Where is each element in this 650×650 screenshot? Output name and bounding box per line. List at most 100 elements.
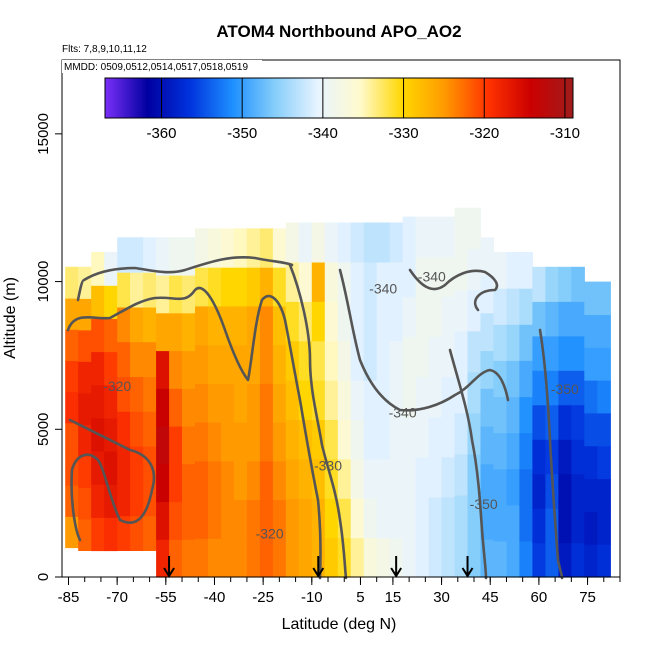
heatmap-cell (337, 380, 352, 420)
heatmap-cell (584, 445, 598, 480)
heatmap-cell (584, 544, 598, 578)
heatmap-cell (363, 419, 378, 460)
heatmap-cell (363, 458, 378, 499)
x-tick-label: -70 (106, 589, 128, 606)
heatmap-cell (428, 537, 443, 578)
heatmap-cell (493, 432, 508, 470)
heatmap-cell (441, 376, 456, 418)
heatmap-cell (428, 376, 443, 418)
heatmap-cell (428, 456, 443, 498)
heatmap-cell (104, 517, 118, 552)
heatmap-cell (467, 289, 482, 332)
heatmap-cell (519, 468, 533, 506)
heatmap-cell (324, 222, 339, 263)
heatmap-cell (506, 540, 521, 578)
heatmap-cell (402, 336, 417, 378)
heatmap-cell (558, 439, 572, 475)
heatmap-cell (376, 498, 391, 539)
contour-label: -320 (256, 526, 284, 542)
y-axis-label: Altitude (m) (2, 277, 19, 359)
heatmap-cell (376, 222, 391, 263)
profile-markers (163, 556, 474, 578)
heatmap-cell (78, 298, 92, 331)
heatmap-cell (91, 384, 105, 419)
heatmap-cell (389, 498, 404, 539)
heatmap-cell (298, 261, 313, 302)
heatmap-cell (285, 458, 300, 499)
heatmap-cell (208, 538, 222, 578)
heatmap-cell (493, 468, 508, 506)
heatmap-cell (441, 336, 456, 378)
x-tick-label: -55 (155, 589, 177, 606)
x-axis: -85 -70 -55 -40 -25 -10 5 15 30 45 60 75 (58, 576, 621, 606)
heatmap-cell (65, 360, 79, 393)
heatmap-cell (532, 370, 546, 406)
y-tick-label: 15000 (35, 113, 52, 155)
heatmap-cell (571, 542, 585, 578)
heatmap-cell (156, 275, 170, 314)
heatmap-cell (233, 228, 248, 268)
profile-marker-arrow (163, 567, 175, 578)
heatmap-cell (311, 222, 326, 263)
heatmap-cell (415, 496, 430, 538)
heatmap-cell (117, 272, 131, 308)
heatmap-cell (195, 344, 209, 384)
heatmap-cell (597, 445, 611, 480)
heatmap-cell (130, 237, 144, 273)
contour-line-350 (448, 348, 488, 580)
heatmap-cell (454, 453, 469, 496)
contour-line-340 (338, 268, 510, 412)
heatmap-cell (285, 222, 300, 263)
heatmap-cell (350, 537, 365, 578)
heatmap-cell (143, 272, 157, 308)
heatmap-cell (143, 306, 157, 343)
heatmap-cell (532, 542, 546, 578)
heatmap-cell (208, 344, 222, 384)
heatmap-cell (169, 388, 183, 427)
heatmap-cell (285, 301, 300, 342)
heatmap-cell (376, 301, 391, 342)
heatmap-cell (324, 380, 339, 420)
heatmap-cell (454, 207, 469, 250)
heatmap-cell (195, 305, 209, 346)
heatmap-cell (169, 501, 183, 540)
heatmap-cell (493, 252, 508, 289)
heatmap-cell (350, 340, 365, 381)
heatmap-cell (104, 351, 118, 386)
heatmap-cell (221, 228, 235, 268)
heatmap-cell (597, 511, 611, 545)
heatmap-cell (91, 351, 105, 386)
heatmap-cell (545, 266, 559, 302)
heatmap-cell (597, 544, 611, 578)
heatmap-cell (104, 451, 118, 485)
heatmap-cell (441, 216, 456, 258)
heatmap-cell (233, 538, 248, 578)
heatmap-cell (285, 419, 300, 460)
heatmap-cell (376, 340, 391, 381)
heatmap-cell (532, 266, 546, 302)
heatmap-cell (182, 463, 196, 503)
heatmap-cell (558, 542, 572, 578)
colorbar-ticks: -360 -350 -340 -330 -320 -310 (146, 78, 580, 142)
heatmap-cell (324, 301, 339, 342)
heatmap-cell (363, 380, 378, 420)
heatmap-cell (182, 350, 196, 389)
heatmap-cell (480, 237, 495, 276)
heatmap-cell (130, 341, 144, 377)
heatmap-cell (571, 508, 585, 544)
heatmap-cell (532, 439, 546, 475)
heatmap-cell (480, 463, 495, 503)
heatmap-cell (246, 538, 261, 578)
colorbar: -360 -350 -340 -330 -320 -310 (104, 77, 580, 142)
heatmap-cell (519, 396, 533, 434)
heatmap-cell (285, 498, 300, 539)
heatmap-cell (441, 456, 456, 498)
heatmap-cell (117, 411, 131, 447)
heatmap-cell (130, 306, 144, 343)
heatmap-cell (221, 383, 235, 423)
heatmap-cell (130, 272, 144, 308)
heatmap-cell (454, 330, 469, 373)
heatmap-cell (117, 446, 131, 482)
heatmap-cell (272, 499, 287, 539)
